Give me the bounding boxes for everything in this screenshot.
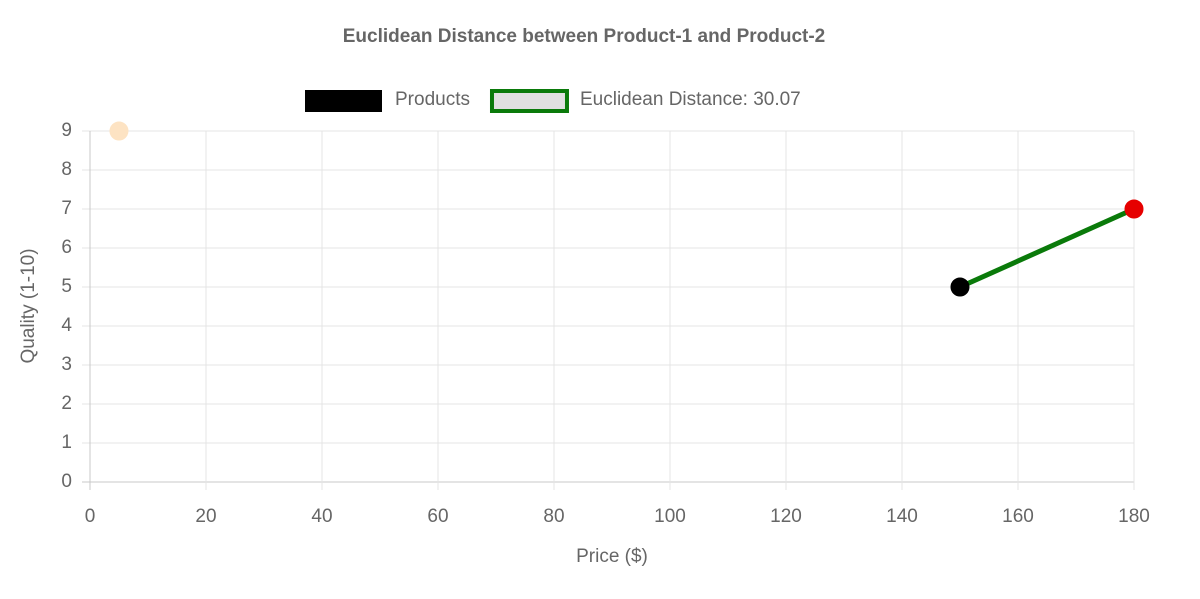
y-tick-label: 4 xyxy=(61,315,72,336)
x-tick-label: 0 xyxy=(85,506,96,527)
x-tick-label: 20 xyxy=(195,506,216,527)
distance-line xyxy=(958,206,1136,290)
y-tick-label: 8 xyxy=(61,159,72,180)
legend-label[interactable]: Euclidean Distance: 30.07 xyxy=(580,89,801,110)
point xyxy=(950,277,970,297)
x-tick-label: 40 xyxy=(311,506,332,527)
y-tick-label: 6 xyxy=(61,237,72,258)
y-tick-label: 1 xyxy=(61,432,72,453)
y-tick-label: 0 xyxy=(61,471,72,492)
x-tick-label: 100 xyxy=(654,506,686,527)
chart-title: Euclidean Distance between Product-1 and… xyxy=(343,26,826,47)
x-tick-label: 120 xyxy=(770,506,802,527)
y-tick-label: 7 xyxy=(61,198,72,219)
x-tick-label: 140 xyxy=(886,506,918,527)
x-tick-label: 180 xyxy=(1118,506,1150,527)
legend-label[interactable]: Products xyxy=(395,89,470,110)
legend-swatch[interactable] xyxy=(489,89,569,113)
x-axis-title: Price ($) xyxy=(576,546,648,567)
y-tick-label: 2 xyxy=(61,393,72,414)
legend-swatch[interactable] xyxy=(305,90,382,112)
x-tick-label: 60 xyxy=(427,506,448,527)
y-tick-label: 3 xyxy=(61,354,72,375)
point xyxy=(1124,199,1144,219)
x-tick-label: 160 xyxy=(1002,506,1034,527)
y-tick-label: 5 xyxy=(61,276,72,297)
y-tick-label: 9 xyxy=(61,120,72,141)
point xyxy=(109,121,129,141)
x-tick-label: 80 xyxy=(543,506,564,527)
y-axis-title: Quality (1-10) xyxy=(18,248,39,363)
